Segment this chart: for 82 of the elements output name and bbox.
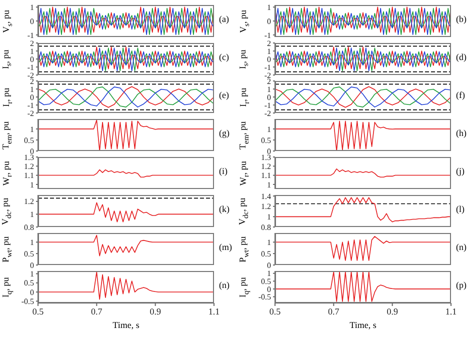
- text: (p): [456, 280, 466, 290]
- y-tick-label: -1: [27, 62, 34, 72]
- text: (b): [456, 14, 466, 24]
- y-tick-label: 1: [30, 2, 34, 12]
- x-tick-label: 1.1: [445, 306, 457, 316]
- x-tick-label: 0.7: [328, 306, 340, 316]
- text: (a): [219, 14, 229, 24]
- text: (i): [219, 166, 228, 176]
- y-tick-label: 1: [30, 124, 34, 134]
- y-tick-label: 0.5: [24, 136, 34, 145]
- line-series: [38, 234, 214, 256]
- y-tick-label: 0: [267, 92, 271, 102]
- line-series: [38, 202, 214, 222]
- y-tick-label: 1.1: [261, 171, 271, 180]
- y-tick-label: -2: [27, 108, 34, 118]
- y-tick-label: 1.2: [24, 162, 34, 171]
- text: (l): [456, 204, 464, 214]
- y-tick-label: 1: [30, 210, 34, 220]
- y-tick-label: 0.5: [261, 249, 271, 258]
- x-axis-title: Time, s: [112, 320, 140, 330]
- text: (d): [456, 52, 466, 62]
- y-tick-label: 0.8: [24, 222, 34, 232]
- y-tick-label: 1.1: [24, 171, 34, 180]
- y-tick-label: 0.5: [24, 278, 34, 288]
- y-tick-label: 1: [267, 124, 271, 134]
- y-tick-label: 1.2: [261, 162, 271, 171]
- y-tick-label: -1: [27, 100, 34, 110]
- y-tick-label: 1: [30, 270, 34, 279]
- y-tick-label: -1: [264, 100, 271, 110]
- x-tick-label: 0.7: [91, 306, 103, 316]
- y-tick-label: 1: [267, 238, 271, 247]
- y-tick-label: -0.5: [258, 292, 271, 302]
- y-tick-label: 0: [267, 260, 271, 270]
- y-tick-label: 1: [267, 2, 271, 12]
- text: (j): [456, 166, 464, 176]
- y-tick-label: 0: [30, 260, 34, 270]
- y-tick-label: 2: [30, 38, 34, 48]
- y-tick-label: 1: [267, 84, 271, 94]
- y-tick-label: 0.5: [261, 276, 271, 286]
- y-tick-label: -2: [264, 108, 271, 118]
- x-axis-title: Time, s: [348, 320, 378, 330]
- x-tick-label: 0.9: [386, 306, 398, 316]
- y-tick-label: 0: [30, 16, 34, 26]
- y-tick-label: 1.2: [24, 197, 34, 206]
- x-tick-label: 1.1: [208, 306, 220, 316]
- y-tick-label: 0.5: [261, 136, 271, 145]
- y-tick-label: -1: [264, 30, 271, 40]
- text: (g): [219, 128, 230, 138]
- x-tick-label: 0.9: [150, 306, 162, 316]
- y-tick-label: -0.5: [21, 297, 34, 306]
- y-tick-label: -1: [264, 62, 271, 72]
- y-tick-label: 1.2: [261, 202, 271, 212]
- text: (h): [456, 128, 466, 138]
- y-tick-label: 0: [30, 288, 34, 297]
- y-tick-label: 2: [267, 38, 271, 48]
- text: (k): [219, 204, 230, 214]
- text: (c): [219, 52, 229, 62]
- y-tick-label: 1: [30, 84, 34, 94]
- y-tick-label: 0: [30, 92, 34, 102]
- y-tick-label: 0.5: [24, 249, 34, 258]
- line-series: [275, 197, 451, 222]
- text: (e): [219, 90, 229, 100]
- y-tick-label: 1: [267, 212, 271, 222]
- line-series: [275, 168, 451, 178]
- text: (n): [219, 280, 230, 290]
- y-tick-label: 1: [30, 180, 34, 190]
- line-series: [38, 169, 214, 178]
- y-tick-label: 1.4: [261, 192, 271, 201]
- y-tick-label: 0: [30, 54, 34, 64]
- y-tick-label: 1: [30, 46, 34, 56]
- y-tick-label: 1: [267, 46, 271, 56]
- y-tick-label: 1: [267, 180, 271, 190]
- y-tick-label: -1: [27, 30, 34, 40]
- y-tick-label: 0: [267, 16, 271, 26]
- y-tick-label: 1: [30, 238, 34, 247]
- text: (n): [456, 242, 466, 252]
- text: (m): [219, 242, 232, 252]
- y-tick-label: 0.8: [261, 222, 271, 232]
- y-tick-label: 1: [267, 269, 271, 278]
- y-tick-label: 0: [267, 284, 271, 294]
- text: (f): [456, 90, 465, 100]
- y-tick-label: 0: [267, 54, 271, 64]
